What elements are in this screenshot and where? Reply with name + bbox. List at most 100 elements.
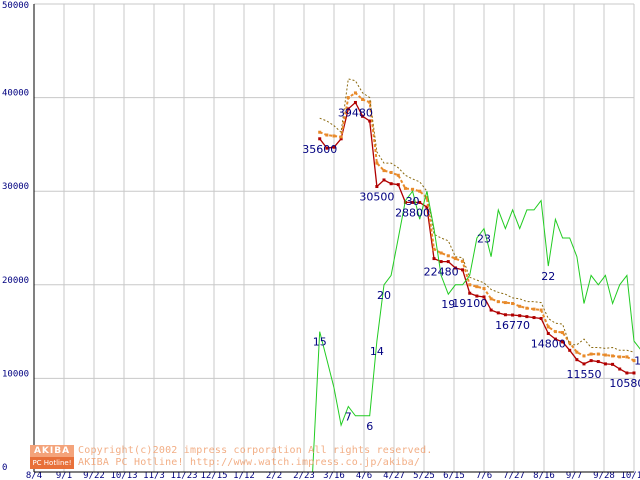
x-tick-label: 11/3 [143, 471, 165, 480]
x-tick-label: 12/15 [200, 471, 227, 480]
average-price-point [511, 302, 515, 306]
min-price-point [546, 331, 550, 335]
average-price-point [325, 133, 329, 137]
min-price-point [611, 362, 615, 366]
average-price-point [568, 341, 572, 345]
min-price-point [568, 348, 572, 352]
average-price-point [618, 355, 622, 359]
average-price-point [403, 186, 407, 190]
y-tick-label: 20000 [2, 276, 29, 286]
min-price-point [496, 311, 500, 315]
average-price-point [546, 325, 550, 329]
average-price-point [318, 130, 322, 134]
average-price-point [482, 287, 486, 291]
series-layer [312, 78, 640, 473]
min-price-point [589, 359, 593, 363]
data-label: 30500 [359, 191, 394, 204]
average-price-point [496, 300, 500, 304]
data-label: 15 [313, 336, 327, 349]
x-tick-label: 2/23 [293, 471, 315, 480]
x-tick-label: 4/27 [383, 471, 405, 480]
data-label: 14800 [531, 337, 566, 350]
x-tick-label: 8/16 [533, 471, 555, 480]
data-label: 22480 [424, 266, 459, 279]
x-tick-label: 9/1 [56, 471, 72, 480]
average-price-point [382, 169, 386, 173]
average-price-point [575, 350, 579, 354]
average-price-point [432, 247, 436, 251]
min-price-point [346, 107, 350, 111]
min-price-point [439, 260, 443, 264]
data-label: 20 [377, 289, 391, 302]
average-price-point [425, 196, 429, 200]
average-price-point [503, 301, 507, 305]
average-price-point [475, 285, 479, 289]
min-price-point [489, 308, 493, 312]
average-price-point [453, 257, 457, 261]
x-tick-label: 2/2 [266, 471, 282, 480]
min-price-point [425, 205, 429, 209]
average-price-point [518, 304, 522, 308]
min-price-point [396, 183, 400, 187]
data-label: 19 [441, 298, 455, 311]
y-tick-label: 0 [2, 463, 7, 473]
average-price-point [589, 352, 593, 356]
data-label: 22 [541, 270, 555, 283]
min-price-point [532, 316, 536, 320]
copyright-watermark: AKIBA PC Hotline! Copyright(c)2002 impre… [30, 445, 550, 471]
x-tick-label: 10/13 [110, 471, 137, 480]
x-tick-label: 11/23 [170, 471, 197, 480]
akiba-logo: AKIBA PC Hotline! [30, 445, 74, 469]
shop-count-line [312, 190, 640, 473]
x-tick-label: 8/4 [26, 471, 42, 480]
average-price-point [632, 359, 636, 363]
min-price-point [503, 313, 507, 317]
min-price-point [432, 257, 436, 261]
average-price-line [319, 91, 635, 362]
average-price-point [625, 355, 629, 359]
x-tick-label: 9/7 [566, 471, 582, 480]
average-price-point [603, 353, 607, 357]
average-price-point [489, 297, 493, 301]
data-label: 6 [366, 420, 373, 433]
average-price-point [446, 254, 450, 258]
average-price-point [582, 354, 586, 358]
data-label: 14 [370, 345, 384, 358]
average-price-point [539, 308, 543, 312]
x-tick-label: 4/6 [356, 471, 372, 480]
data-label: 13 [634, 354, 640, 367]
average-price-point [418, 189, 422, 193]
min-price-point [482, 295, 486, 299]
min-price-point [318, 137, 322, 141]
data-label: 10580 [609, 377, 640, 390]
data-label: 39480 [338, 106, 373, 119]
average-price-point [611, 354, 615, 358]
data-label: 16770 [495, 319, 530, 332]
average-price-point [596, 352, 600, 356]
average-price-point [389, 170, 393, 174]
y-tick-label: 40000 [2, 89, 29, 99]
average-price-point [368, 100, 372, 104]
min-price-point [382, 178, 386, 182]
min-price-point [525, 315, 529, 319]
x-tick-label: 10/19 [620, 471, 640, 480]
min-price-point [561, 340, 565, 344]
average-price-point [461, 259, 465, 263]
data-label: 19100 [452, 297, 487, 310]
min-price-point [511, 313, 515, 317]
min-price-point [518, 314, 522, 318]
min-price-point [475, 294, 479, 298]
min-price-point [461, 268, 465, 272]
min-price-point [618, 367, 622, 371]
min-price-point [625, 371, 629, 375]
data-label: 35600 [302, 143, 337, 156]
min-price-point [353, 100, 357, 104]
average-price-point [553, 330, 557, 334]
average-price-point [361, 97, 365, 101]
average-price-point [396, 173, 400, 177]
min-price-point [411, 200, 415, 204]
min-price-point [368, 119, 372, 123]
min-price-point [596, 360, 600, 364]
